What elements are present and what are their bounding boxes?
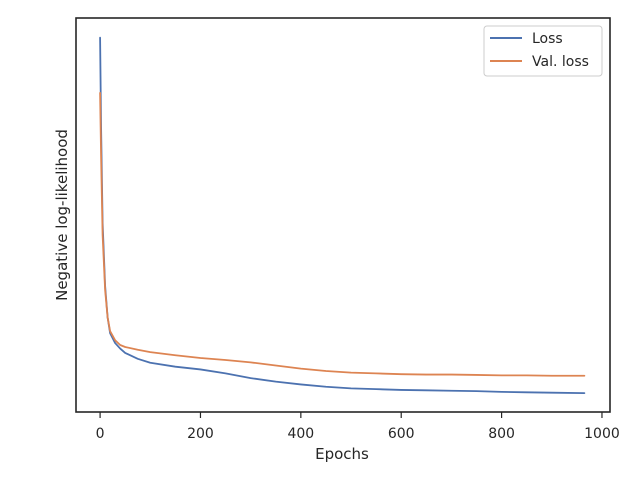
val-loss-series-line: [99, 91, 586, 377]
x-axis-label: Epochs: [315, 445, 369, 463]
x-tick-label: 0: [96, 426, 105, 442]
legend: Loss Val. loss: [483, 25, 603, 77]
axes-frame: [75, 17, 611, 413]
x-tick-label: 600: [388, 426, 415, 442]
x-tick-label: 800: [488, 426, 515, 442]
x-tick-label: 200: [187, 426, 214, 442]
legend-val-loss-label: Val. loss: [532, 54, 589, 70]
x-tick-label: 400: [287, 426, 314, 442]
x-axis-ticks: 0 200 400 600 800 1000: [96, 412, 620, 442]
y-axis-label: Negative log-likelihood: [53, 129, 71, 301]
legend-loss-label: Loss: [532, 31, 563, 47]
plot-area: [99, 36, 586, 394]
x-tick-label: 1000: [584, 426, 620, 442]
